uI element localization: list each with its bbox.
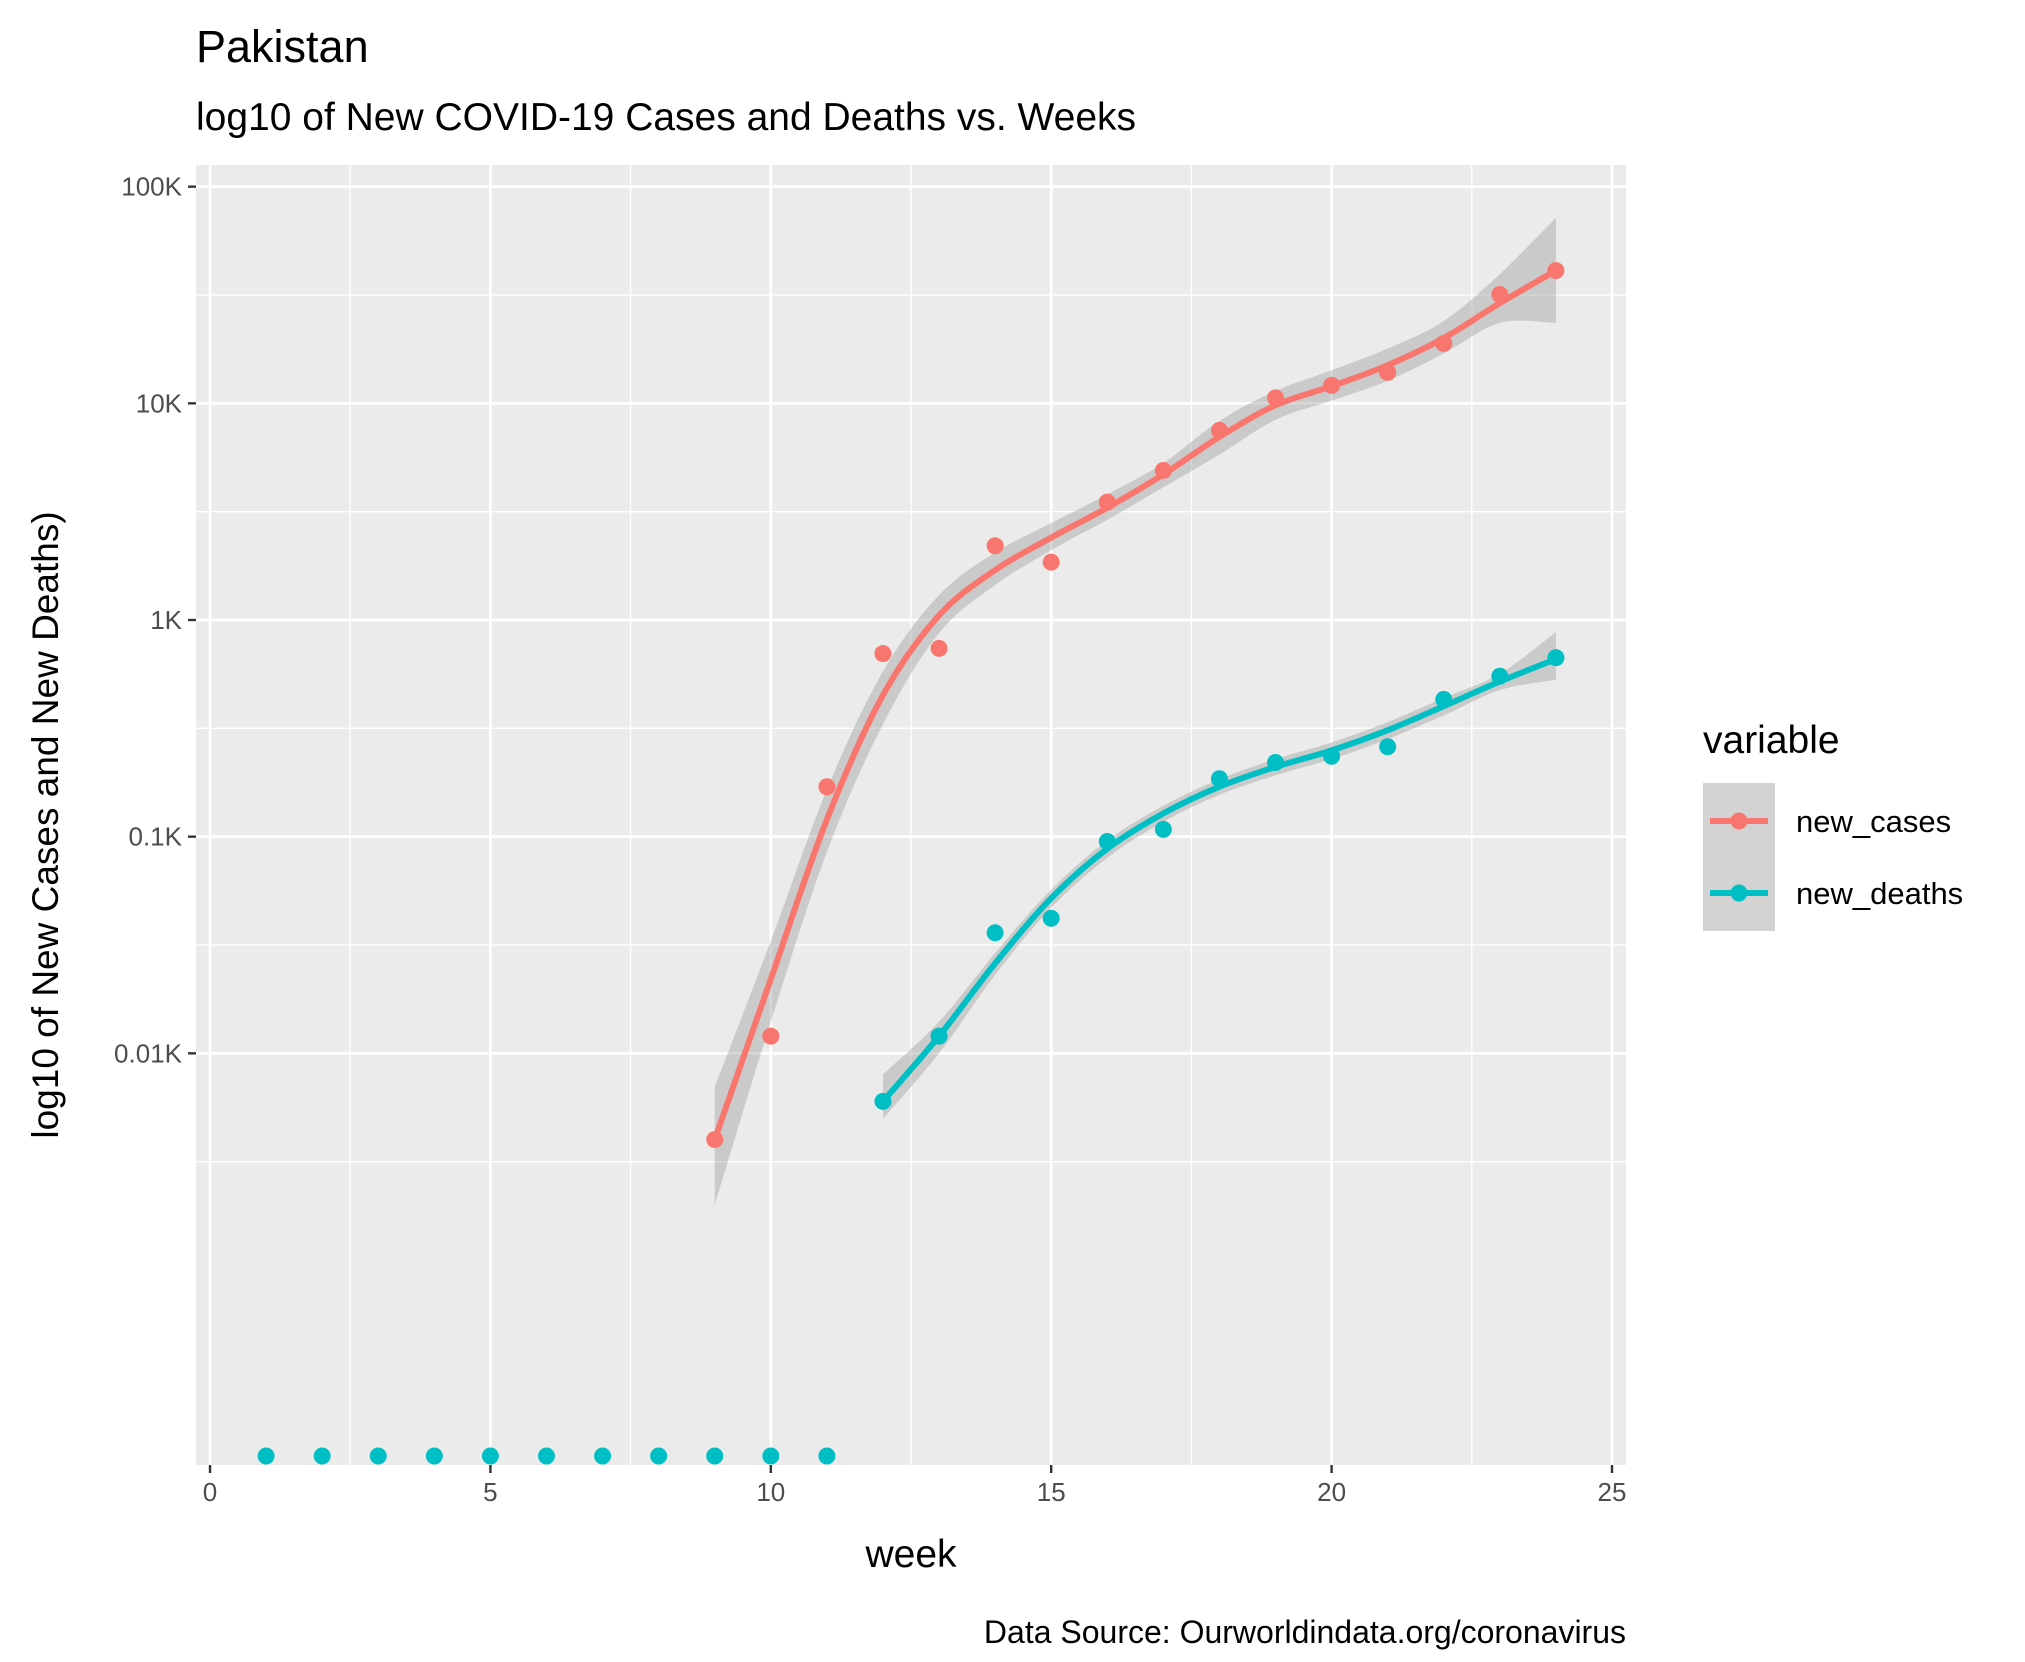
point-new_deaths-zero (762, 1447, 780, 1465)
x-tick-label: 0 (203, 1477, 217, 1507)
x-tick-label: 5 (483, 1477, 497, 1507)
point-new_cases (930, 639, 948, 657)
point-new_cases (706, 1131, 724, 1149)
point-new_cases (1491, 285, 1509, 303)
legend-key-background (1703, 783, 1775, 931)
legend-label-new_cases: new_cases (1796, 804, 1951, 839)
confidence-band-new_cases (714, 217, 1556, 1205)
data-points (257, 262, 1565, 1465)
point-new_deaths-zero (818, 1447, 836, 1465)
point-new_cases (986, 537, 1004, 555)
point-new_deaths (986, 924, 1004, 942)
point-new_deaths-zero (369, 1447, 387, 1465)
x-axis-label: week (864, 1533, 957, 1576)
point-new_deaths (1210, 770, 1228, 788)
point-new_cases (1547, 262, 1565, 280)
legend-key-point-new_cases (1730, 812, 1748, 830)
legend-title: variable (1703, 719, 1840, 762)
point-new_deaths (874, 1092, 892, 1110)
point-new_deaths (1379, 738, 1397, 756)
point-new_cases (1323, 376, 1341, 394)
point-new_cases (874, 645, 892, 663)
point-new_cases (1042, 553, 1060, 571)
point-new_deaths (1154, 820, 1172, 838)
point-new_deaths-zero (706, 1447, 724, 1465)
axes: 0 5 10 15 20 25 0.01K 0.1K 1K 10K 100K (114, 172, 1626, 1507)
point-new_deaths (930, 1027, 948, 1045)
point-new_deaths-zero (650, 1447, 668, 1465)
point-new_deaths (1547, 649, 1565, 667)
y-axis-label: log10 of New Cases and New Deaths) (25, 511, 66, 1138)
x-tick-label: 25 (1598, 1477, 1627, 1507)
point-new_cases (818, 778, 836, 796)
confidence-bands (714, 217, 1556, 1205)
point-new_deaths (1267, 753, 1285, 771)
point-new_deaths-zero (313, 1447, 331, 1465)
point-new_deaths (1491, 667, 1509, 685)
point-new_deaths-zero (481, 1447, 499, 1465)
legend: variable new_cases new_deaths (1703, 719, 1963, 931)
point-new_cases (1267, 389, 1285, 407)
point-new_cases (1154, 461, 1172, 479)
x-tick-label: 20 (1317, 1477, 1346, 1507)
chart-title: Pakistan (196, 21, 369, 72)
x-tick-label: 15 (1037, 1477, 1066, 1507)
chart-subtitle: log10 of New COVID-19 Cases and Deaths v… (196, 96, 1136, 139)
point-new_cases (762, 1027, 780, 1045)
point-new_deaths-zero (594, 1447, 612, 1465)
y-tick-label: 100K (121, 172, 182, 202)
y-tick-label: 0.1K (129, 822, 183, 852)
x-tick-label: 10 (756, 1477, 785, 1507)
point-new_cases (1210, 421, 1228, 439)
point-new_deaths (1098, 832, 1116, 850)
point-new_cases (1379, 363, 1397, 381)
smooth-line-new_cases (711, 267, 1559, 1143)
legend-key-point-new_deaths (1730, 884, 1748, 902)
point-new_cases (1435, 334, 1453, 352)
confidence-band-new_deaths (883, 632, 1556, 1119)
legend-label-new_deaths: new_deaths (1796, 876, 1963, 911)
data-source-caption: Data Source: Ourworldindata.org/coronavi… (984, 1614, 1626, 1650)
point-new_deaths-zero (257, 1447, 275, 1465)
point-new_deaths (1435, 690, 1453, 708)
point-new_deaths-zero (425, 1447, 443, 1465)
point-new_deaths-zero (537, 1447, 555, 1465)
point-new_cases (1098, 493, 1116, 511)
point-new_deaths (1042, 909, 1060, 927)
y-tick-label: 1K (150, 605, 182, 635)
y-tick-label: 0.01K (114, 1038, 183, 1068)
y-tick-label: 10K (136, 388, 183, 418)
point-new_deaths (1323, 747, 1341, 765)
